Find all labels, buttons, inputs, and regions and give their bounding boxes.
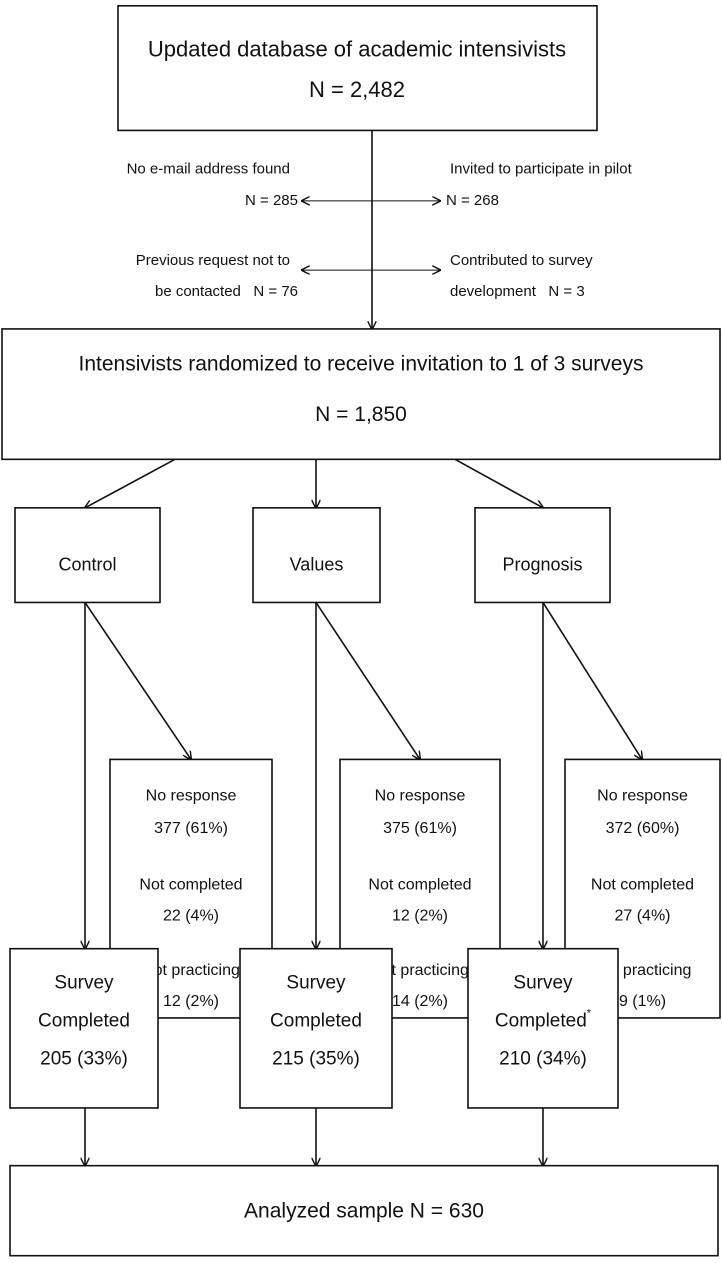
excluded-line: Not completed — [139, 876, 242, 893]
branch-arrow — [85, 458, 176, 507]
completed-line: 205 (33%) — [40, 1049, 128, 1070]
completed-line: 210 (34%) — [499, 1049, 587, 1070]
arm-box — [252, 507, 381, 604]
excluded-line: No response — [375, 788, 466, 805]
source-box — [117, 4, 598, 132]
source-title: Updated database of academic intensivist… — [148, 37, 566, 62]
arm-name: Prognosis — [502, 554, 582, 574]
exclusion-count: development N = 3 — [450, 283, 585, 300]
exclusion-arrow — [84, 602, 191, 759]
exclusion-label: Contributed to survey — [450, 252, 593, 269]
excluded-line: 377 (61%) — [154, 820, 228, 837]
completed-line: Completed — [270, 1010, 362, 1031]
completed-word: Completed — [495, 1010, 587, 1031]
source-count: N = 2,482 — [309, 77, 405, 102]
completed-line: Completed — [38, 1010, 130, 1031]
excluded-line: 22 (4%) — [163, 908, 219, 925]
exclusion-count: be contacted N = 76 — [155, 283, 298, 300]
analyzed-label: Analyzed sample N = 630 — [244, 1199, 484, 1222]
analyzed-box — [9, 1164, 719, 1257]
arm-name: Values — [290, 554, 344, 574]
excluded-line: 375 (61%) — [383, 820, 457, 837]
excluded-line: 12 (2%) — [392, 908, 448, 925]
excluded-line: 14 (2%) — [392, 993, 448, 1010]
exclusion-label: Invited to participate in pilot — [450, 161, 633, 178]
completed-line: 215 (35%) — [272, 1049, 360, 1070]
completed-line: Survey — [286, 972, 346, 993]
randomized-title: Intensivists randomized to receive invit… — [79, 352, 644, 375]
excluded-line: 372 (60%) — [606, 820, 680, 837]
completed-line: Survey — [54, 972, 114, 993]
exclusion-count: N = 268 — [446, 192, 499, 209]
exclusion-arrow — [315, 602, 420, 759]
excluded-line: 12 (2%) — [163, 993, 219, 1010]
excluded-line: 27 (4%) — [614, 908, 670, 925]
arm-box — [14, 507, 161, 604]
completed-box — [9, 947, 159, 1109]
excluded-line: Not practicing — [142, 962, 240, 979]
exclusion-label: No e-mail address found — [127, 161, 290, 178]
excluded-line: No response — [146, 788, 237, 805]
excluded-line: 9 (1%) — [619, 993, 666, 1010]
randomized-count: N = 1,850 — [315, 403, 407, 426]
excluded-line: Not completed — [591, 876, 694, 893]
excluded-line: Not completed — [368, 876, 471, 893]
excluded-line: No response — [597, 788, 688, 805]
arm-name: Control — [58, 554, 116, 574]
exclusion-arrow — [542, 602, 642, 759]
randomized-box — [1, 328, 721, 461]
completed-box — [467, 947, 619, 1109]
branch-arrow — [454, 458, 543, 507]
completed-line: Survey — [513, 972, 573, 993]
footnote-marker: * — [587, 1007, 592, 1019]
arm-box — [474, 507, 611, 604]
exclusion-label: Previous request not to — [136, 252, 290, 269]
completed-box — [239, 947, 393, 1109]
completed-line: Completed* — [495, 1007, 592, 1031]
exclusion-count: N = 285 — [245, 192, 298, 209]
excluded-line: Not practicing — [371, 962, 469, 979]
